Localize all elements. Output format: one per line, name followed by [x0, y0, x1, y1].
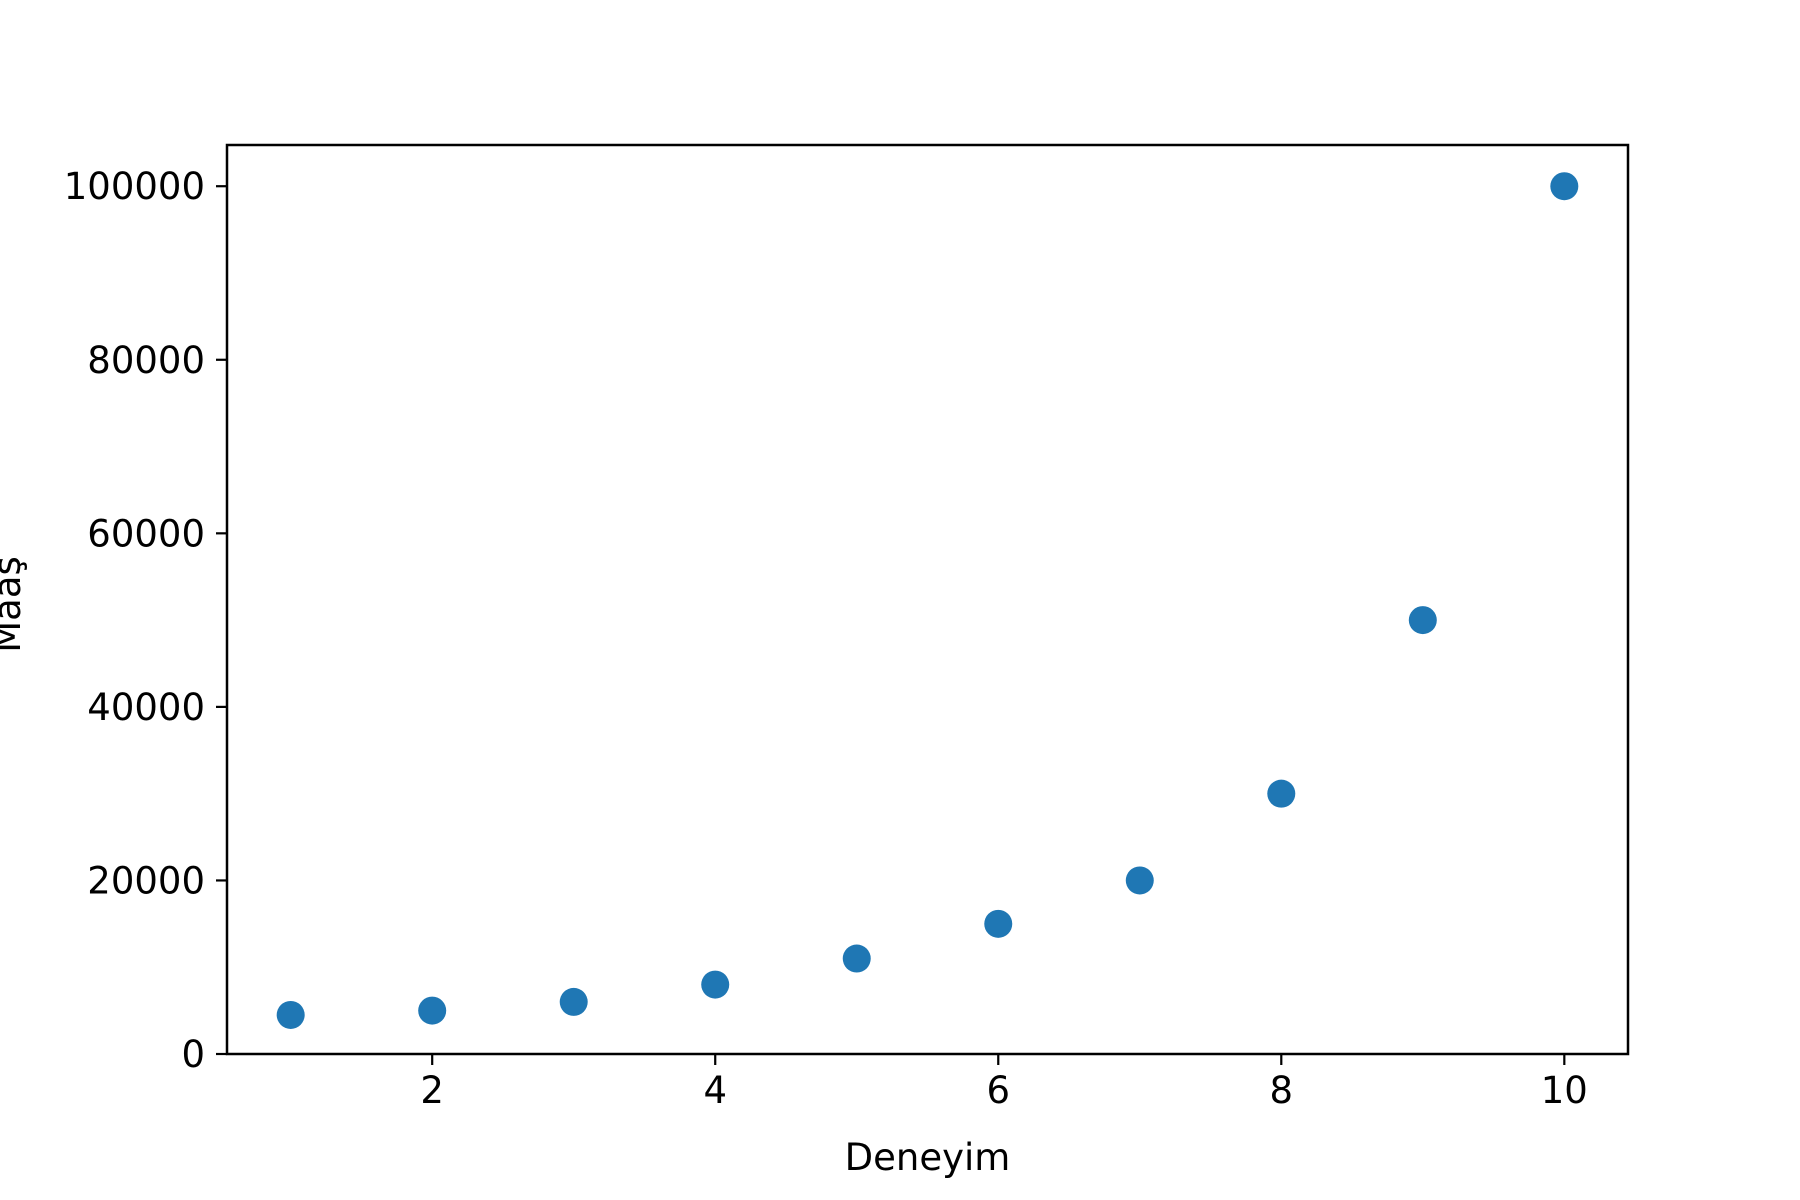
data-point [559, 987, 588, 1016]
y-tick-label: 100000 [64, 165, 205, 208]
x-axis-label: Deneyim [845, 1136, 1011, 1179]
data-point [701, 970, 730, 999]
y-axis-ticks: 0 20000 40000 60000 80000 100000 [64, 165, 227, 1076]
data-point [1125, 866, 1154, 895]
y-tick-label: 40000 [87, 686, 205, 729]
data-point [984, 909, 1013, 938]
x-tick-label: 4 [703, 1069, 727, 1112]
data-point [276, 1000, 305, 1029]
x-tick-label: 10 [1541, 1069, 1588, 1112]
data-point [842, 944, 871, 973]
y-tick-label: 20000 [87, 859, 205, 902]
x-axis-ticks: 2 4 6 8 10 [420, 1054, 1588, 1112]
y-tick-label: 60000 [87, 512, 205, 555]
x-tick-label: 8 [1270, 1069, 1294, 1112]
data-point [1550, 172, 1579, 201]
data-point [418, 996, 447, 1025]
y-axis-label: Maaş [0, 556, 29, 653]
y-tick-label: 80000 [87, 339, 205, 382]
x-tick-label: 2 [420, 1069, 444, 1112]
plot-frame [225, 143, 1630, 1056]
x-tick-label: 6 [986, 1069, 1010, 1112]
data-point [1267, 779, 1296, 808]
data-points [276, 172, 1579, 1029]
y-tick-label: 0 [181, 1033, 205, 1076]
data-point [1408, 606, 1437, 635]
